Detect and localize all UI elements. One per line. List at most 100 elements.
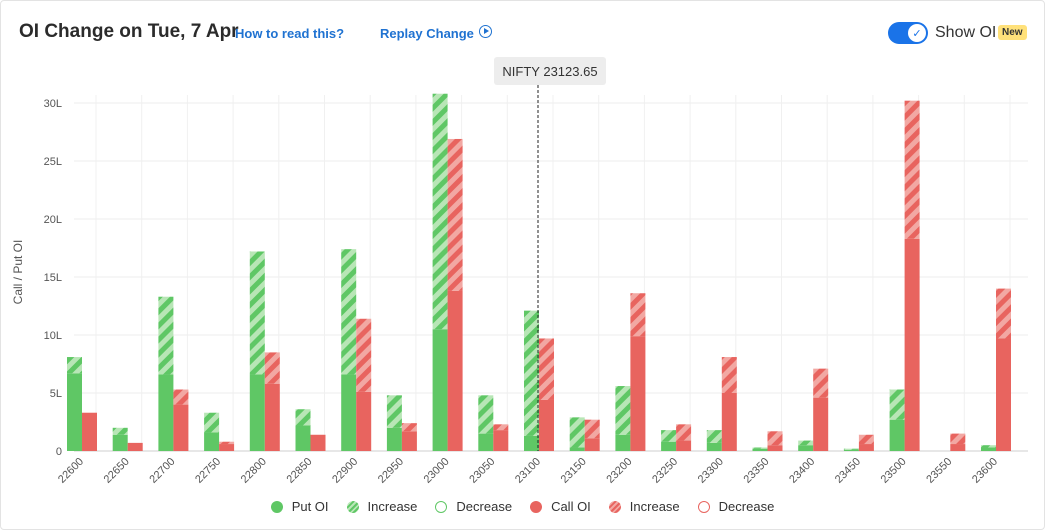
call-oi-bar[interactable]: [447, 290, 463, 451]
put-oi-bar[interactable]: [569, 447, 585, 451]
put-oi-bar[interactable]: [386, 427, 402, 451]
put-oi-bar[interactable]: [752, 448, 768, 451]
put-oi-increase-bar[interactable]: [524, 310, 539, 436]
legend-item-put-decrease[interactable]: Decrease: [435, 499, 512, 514]
put-oi-bar[interactable]: [158, 374, 174, 451]
call-oi-bar[interactable]: [996, 338, 1011, 451]
page-title: OI Change on Tue, 7 Apr: [19, 21, 239, 42]
call-oi-bar[interactable]: [584, 438, 600, 451]
call-oi-increase-bar[interactable]: [219, 441, 235, 445]
call-oi-bar[interactable]: [219, 444, 235, 451]
put-oi-increase-bar[interactable]: [661, 430, 677, 442]
call-oi-bar[interactable]: [904, 238, 920, 451]
call-oi-increase-bar[interactable]: [584, 419, 600, 439]
call-oi-bar[interactable]: [676, 440, 692, 451]
put-oi-increase-bar[interactable]: [67, 357, 82, 374]
call-oi-bar[interactable]: [493, 430, 509, 451]
put-oi-bar[interactable]: [889, 419, 905, 451]
x-tick-label: 22900: [330, 456, 360, 486]
legend-item-call-increase[interactable]: Increase: [608, 499, 680, 514]
put-oi-increase-bar[interactable]: [341, 249, 357, 375]
call-oi-bar[interactable]: [539, 399, 554, 451]
call-oi-increase-bar[interactable]: [950, 433, 966, 445]
put-oi-bar[interactable]: [661, 441, 677, 451]
show-oi-toggle[interactable]: ✓: [888, 22, 928, 44]
legend-item-call-decrease[interactable]: Decrease: [697, 499, 774, 514]
put-oi-increase-bar[interactable]: [432, 93, 448, 330]
call-oi-increase-bar[interactable]: [721, 357, 737, 393]
call-oi-increase-bar[interactable]: [356, 318, 372, 392]
call-oi-increase-bar[interactable]: [630, 293, 646, 337]
put-oi-increase-bar[interactable]: [295, 409, 311, 426]
call-oi-increase-bar[interactable]: [539, 338, 554, 400]
put-oi-bar[interactable]: [981, 447, 996, 451]
call-oi-bar[interactable]: [721, 393, 737, 451]
replay-change-button[interactable]: Replay Change: [380, 26, 474, 41]
put-oi-increase-bar[interactable]: [889, 389, 905, 420]
call-oi-increase-bar[interactable]: [264, 352, 280, 384]
call-oi-bar[interactable]: [767, 445, 783, 451]
call-oi-bar[interactable]: [356, 391, 372, 451]
put-oi-bar[interactable]: [249, 374, 265, 451]
put-oi-increase-bar[interactable]: [843, 448, 859, 450]
call-oi-bar[interactable]: [173, 404, 189, 451]
call-oi-bar[interactable]: [950, 444, 966, 451]
put-oi-increase-bar[interactable]: [249, 251, 265, 375]
call-oi-bar[interactable]: [82, 412, 97, 451]
put-oi-bar[interactable]: [204, 432, 220, 451]
put-oi-bar[interactable]: [615, 434, 631, 451]
legend-item-put-solid[interactable]: Put OI: [270, 499, 329, 514]
x-tick-label: 22650: [102, 456, 132, 486]
put-oi-bar[interactable]: [67, 373, 82, 451]
legend-item-call-solid[interactable]: Call OI: [530, 499, 591, 514]
call-oi-bar[interactable]: [630, 336, 646, 451]
put-oi-increase-bar[interactable]: [204, 412, 220, 433]
call-oi-bar[interactable]: [310, 434, 326, 451]
put-oi-bar[interactable]: [524, 435, 539, 451]
check-icon: ✓: [908, 24, 926, 42]
put-oi-bar[interactable]: [843, 449, 859, 451]
call-oi-increase-bar[interactable]: [401, 423, 417, 432]
y-tick-label: 15L: [44, 272, 62, 284]
call-oi-increase-bar[interactable]: [173, 389, 189, 405]
put-oi-bar[interactable]: [798, 445, 814, 451]
y-tick-label: 30L: [44, 98, 62, 110]
how-to-read-link[interactable]: How to read this?: [235, 26, 345, 41]
call-oi-bar[interactable]: [813, 397, 829, 451]
show-oi-label: Show OI: [935, 24, 997, 41]
put-oi-increase-bar[interactable]: [752, 447, 768, 449]
call-oi-increase-bar[interactable]: [858, 434, 874, 445]
put-oi-increase-bar[interactable]: [158, 296, 174, 375]
put-oi-bar[interactable]: [341, 374, 357, 451]
put-oi-increase-bar[interactable]: [981, 445, 996, 448]
put-oi-bar[interactable]: [432, 329, 448, 451]
x-tick-label: 22850: [285, 456, 315, 486]
put-oi-increase-bar[interactable]: [798, 440, 814, 446]
call-oi-bar[interactable]: [127, 442, 143, 451]
x-tick-label: 23450: [833, 456, 863, 486]
call-oi-increase-bar[interactable]: [996, 288, 1011, 339]
put-oi-bar[interactable]: [112, 434, 128, 451]
call-oi-increase-bar[interactable]: [767, 431, 783, 446]
call-oi-increase-bar[interactable]: [904, 100, 920, 239]
call-oi-bar[interactable]: [264, 383, 280, 451]
call-oi-increase-bar[interactable]: [493, 424, 509, 431]
call-oi-bar[interactable]: [858, 444, 874, 451]
put-oi-bar[interactable]: [706, 442, 722, 451]
legend-item-put-increase[interactable]: Increase: [346, 499, 417, 514]
put-oi-increase-bar[interactable]: [478, 395, 494, 434]
play-icon[interactable]: [479, 25, 492, 38]
put-oi-bar[interactable]: [478, 433, 494, 451]
put-oi-increase-bar[interactable]: [569, 417, 585, 448]
legend-label: Call OI: [551, 499, 591, 514]
put-oi-increase-bar[interactable]: [386, 395, 402, 428]
call-oi-bar[interactable]: [401, 431, 417, 451]
put-oi-bar[interactable]: [295, 425, 311, 451]
put-oi-increase-bar[interactable]: [112, 427, 128, 435]
put-oi-increase-bar[interactable]: [706, 430, 722, 443]
call-oi-increase-bar[interactable]: [676, 424, 692, 441]
call-oi-increase-bar[interactable]: [447, 138, 463, 291]
call-oi-increase-bar[interactable]: [813, 368, 829, 398]
put-oi-increase-bar[interactable]: [615, 386, 631, 435]
